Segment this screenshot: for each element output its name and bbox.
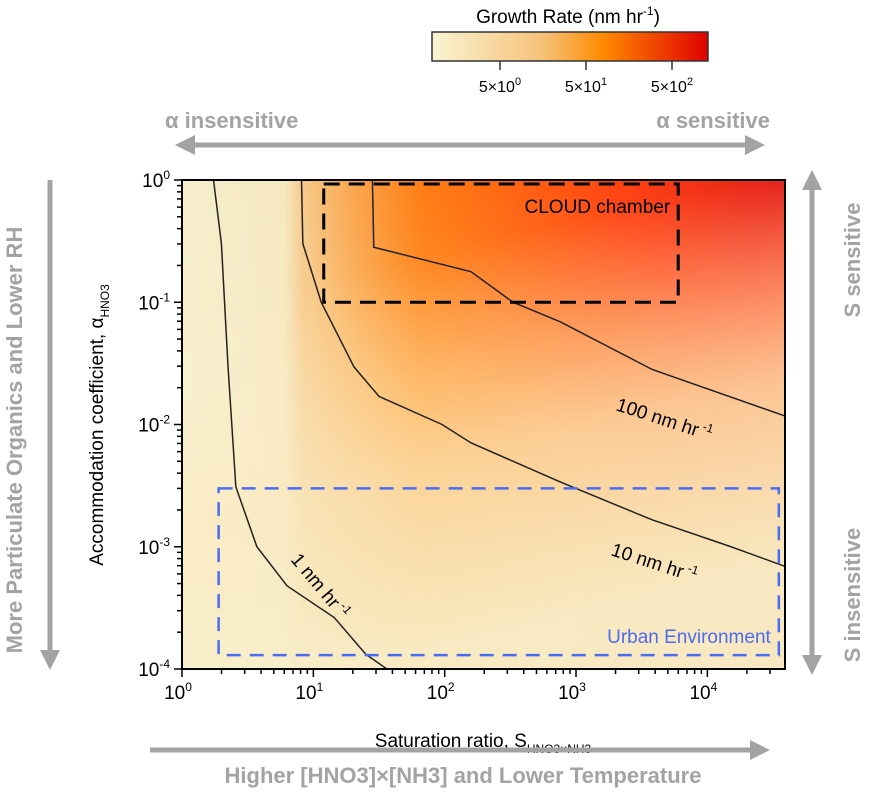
colorbar-tick-label: 5×100: [479, 76, 521, 96]
region-box: [322, 182, 680, 304]
contour-line: [212, 179, 388, 670]
colorbar-gradient: [431, 31, 709, 62]
organics-label: More Particulate Organics and Lower RH: [2, 227, 27, 654]
region-label: CLOUD chamber: [525, 197, 671, 218]
x-tick-label: 100: [164, 680, 192, 704]
alpha-sensitive-label: α sensitive: [656, 108, 770, 133]
y-tick-label: 10-2: [138, 413, 170, 437]
y-axis-label: Accommodation coefficient, αHNO3: [87, 284, 112, 566]
heatmap-low: [182, 180, 785, 669]
y-tick-label: 10-4: [138, 657, 170, 681]
region-label: Urban Environment: [607, 627, 771, 648]
colorbar: Growth Rate (nm hr-1) 5×100 5×101 5×102: [431, 4, 709, 96]
x-tick-label: 101: [295, 680, 323, 704]
region-box: [217, 487, 781, 657]
plot-area: [182, 180, 785, 669]
annotations: α insensitive α sensitive S sensitive S …: [2, 108, 865, 788]
alpha-insensitive-label: α insensitive: [165, 108, 298, 133]
x-tick-label: 102: [427, 680, 455, 704]
y-tick-label: 10-1: [138, 290, 170, 314]
s-sensitive-label: S sensitive: [840, 203, 865, 318]
colorbar-tick-label: 5×102: [651, 76, 693, 96]
colorbar-title: Growth Rate (nm hr-1): [476, 4, 660, 28]
y-tick-label: 10-3: [138, 535, 170, 559]
s-insensitive-label: S insensitive: [840, 528, 865, 663]
x-tick-label: 103: [558, 680, 586, 704]
x-tick-label: 104: [689, 680, 717, 704]
y-tick-label: 100: [142, 168, 170, 192]
contour-line: [300, 179, 786, 568]
concentration-label: Higher [HNO3]×[NH3] and Lower Temperatur…: [225, 763, 702, 788]
colorbar-tick-label: 5×101: [565, 76, 607, 96]
